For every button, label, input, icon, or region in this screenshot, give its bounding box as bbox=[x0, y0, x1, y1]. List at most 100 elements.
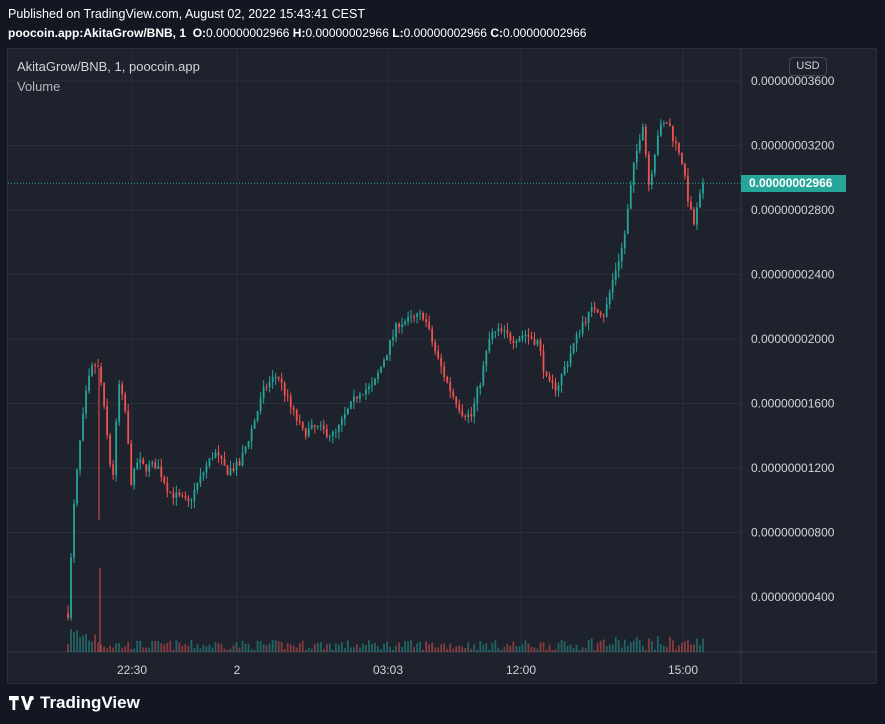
candle-body bbox=[353, 396, 355, 402]
candle-body bbox=[301, 422, 304, 429]
candle-body bbox=[419, 313, 422, 315]
volume-bar bbox=[566, 645, 569, 652]
candle-body bbox=[386, 354, 388, 361]
candle-body bbox=[211, 457, 214, 459]
volume-bar bbox=[626, 645, 629, 652]
volume-bar bbox=[265, 645, 268, 652]
volume-bar bbox=[268, 643, 271, 652]
volume-bar bbox=[512, 641, 515, 652]
low-label: L: bbox=[392, 26, 404, 40]
candle-body bbox=[696, 207, 698, 225]
volume-bar bbox=[533, 647, 536, 652]
candle-body bbox=[578, 333, 581, 335]
candle-body bbox=[521, 335, 524, 339]
volume-bar bbox=[121, 647, 124, 652]
x-tick-label: 2 bbox=[234, 663, 241, 677]
candle-body bbox=[325, 429, 328, 437]
candle-body bbox=[428, 322, 431, 329]
candle-body bbox=[374, 378, 376, 385]
volume-bar bbox=[82, 635, 84, 652]
volume-bar bbox=[226, 649, 229, 652]
volume-bar bbox=[602, 639, 605, 652]
volume-bar bbox=[365, 644, 367, 652]
candle-body bbox=[500, 328, 503, 331]
volume-bar bbox=[617, 640, 620, 652]
volume-bar bbox=[334, 643, 337, 652]
volume-bar bbox=[437, 647, 440, 652]
volume-bar bbox=[136, 640, 139, 652]
volume-bar bbox=[151, 641, 154, 652]
volume-bar bbox=[650, 641, 653, 652]
candle-body bbox=[283, 382, 286, 396]
volume-bar bbox=[446, 648, 449, 652]
volume-bar bbox=[611, 644, 614, 652]
volume-bar bbox=[440, 644, 443, 652]
volume-bar bbox=[214, 642, 217, 652]
volume-bar bbox=[422, 649, 425, 652]
candle-body bbox=[539, 340, 542, 352]
volume-bar bbox=[518, 646, 521, 652]
candle-body bbox=[193, 489, 196, 501]
candle-body bbox=[383, 360, 385, 367]
currency-button[interactable]: USD bbox=[789, 57, 827, 76]
candle-body bbox=[620, 247, 623, 262]
candle-body bbox=[626, 208, 629, 234]
candle-body bbox=[232, 468, 235, 471]
volume-bar bbox=[515, 645, 518, 652]
candle-body bbox=[681, 152, 683, 164]
volume-bar bbox=[485, 643, 488, 652]
volume-bar bbox=[665, 646, 668, 652]
candle-body bbox=[590, 307, 593, 312]
close-label: C: bbox=[490, 26, 503, 40]
candle-body bbox=[100, 366, 103, 383]
candle-body bbox=[199, 475, 202, 484]
candle-body bbox=[169, 491, 172, 493]
volume-bar bbox=[687, 639, 689, 652]
candle-body bbox=[340, 418, 343, 425]
candle-body bbox=[268, 381, 271, 388]
brand[interactable]: TradingView bbox=[9, 693, 140, 713]
volume-bar bbox=[211, 647, 214, 652]
volume-bar bbox=[172, 649, 175, 652]
x-tick-label: 03:03 bbox=[373, 663, 403, 677]
open-value: 0.00000002966 bbox=[206, 26, 290, 40]
candle-body bbox=[449, 382, 452, 392]
candle-body bbox=[509, 333, 512, 341]
y-tick-label: 0.00000001600 bbox=[751, 397, 835, 411]
volume-bar bbox=[699, 645, 701, 652]
candle-body bbox=[118, 384, 121, 422]
candle-body bbox=[653, 154, 656, 174]
candle-body bbox=[73, 503, 75, 558]
candle-body bbox=[581, 322, 584, 334]
volume-bar bbox=[322, 648, 325, 652]
candle-body bbox=[632, 162, 635, 186]
candle-body bbox=[175, 492, 178, 498]
candle-body bbox=[79, 440, 81, 470]
candle-body bbox=[548, 375, 551, 381]
candle-body bbox=[331, 431, 334, 437]
candle-body bbox=[88, 375, 90, 391]
volume-bar bbox=[337, 644, 340, 652]
candle-body bbox=[440, 357, 443, 367]
x-tick-label: 15:00 bbox=[668, 663, 698, 677]
volume-bar bbox=[678, 645, 680, 652]
candle-body bbox=[494, 331, 497, 333]
volume-bar bbox=[690, 644, 692, 652]
candle-body bbox=[334, 431, 337, 433]
candle-body bbox=[693, 209, 695, 225]
candle-body bbox=[377, 372, 379, 379]
candle-body bbox=[109, 435, 112, 465]
volume-bar bbox=[238, 647, 241, 652]
candle-body bbox=[593, 307, 596, 310]
volume-bar bbox=[232, 645, 235, 652]
volume-bar bbox=[560, 640, 563, 652]
volume-bar bbox=[94, 634, 96, 652]
candle-body bbox=[181, 495, 184, 497]
volume-bar bbox=[217, 643, 220, 652]
candle-body bbox=[295, 410, 298, 421]
y-tick-label: 0.00000002000 bbox=[751, 332, 835, 346]
x-tick-label: 22:30 bbox=[117, 663, 147, 677]
volume-bar bbox=[139, 640, 142, 652]
candle-body bbox=[313, 424, 316, 427]
